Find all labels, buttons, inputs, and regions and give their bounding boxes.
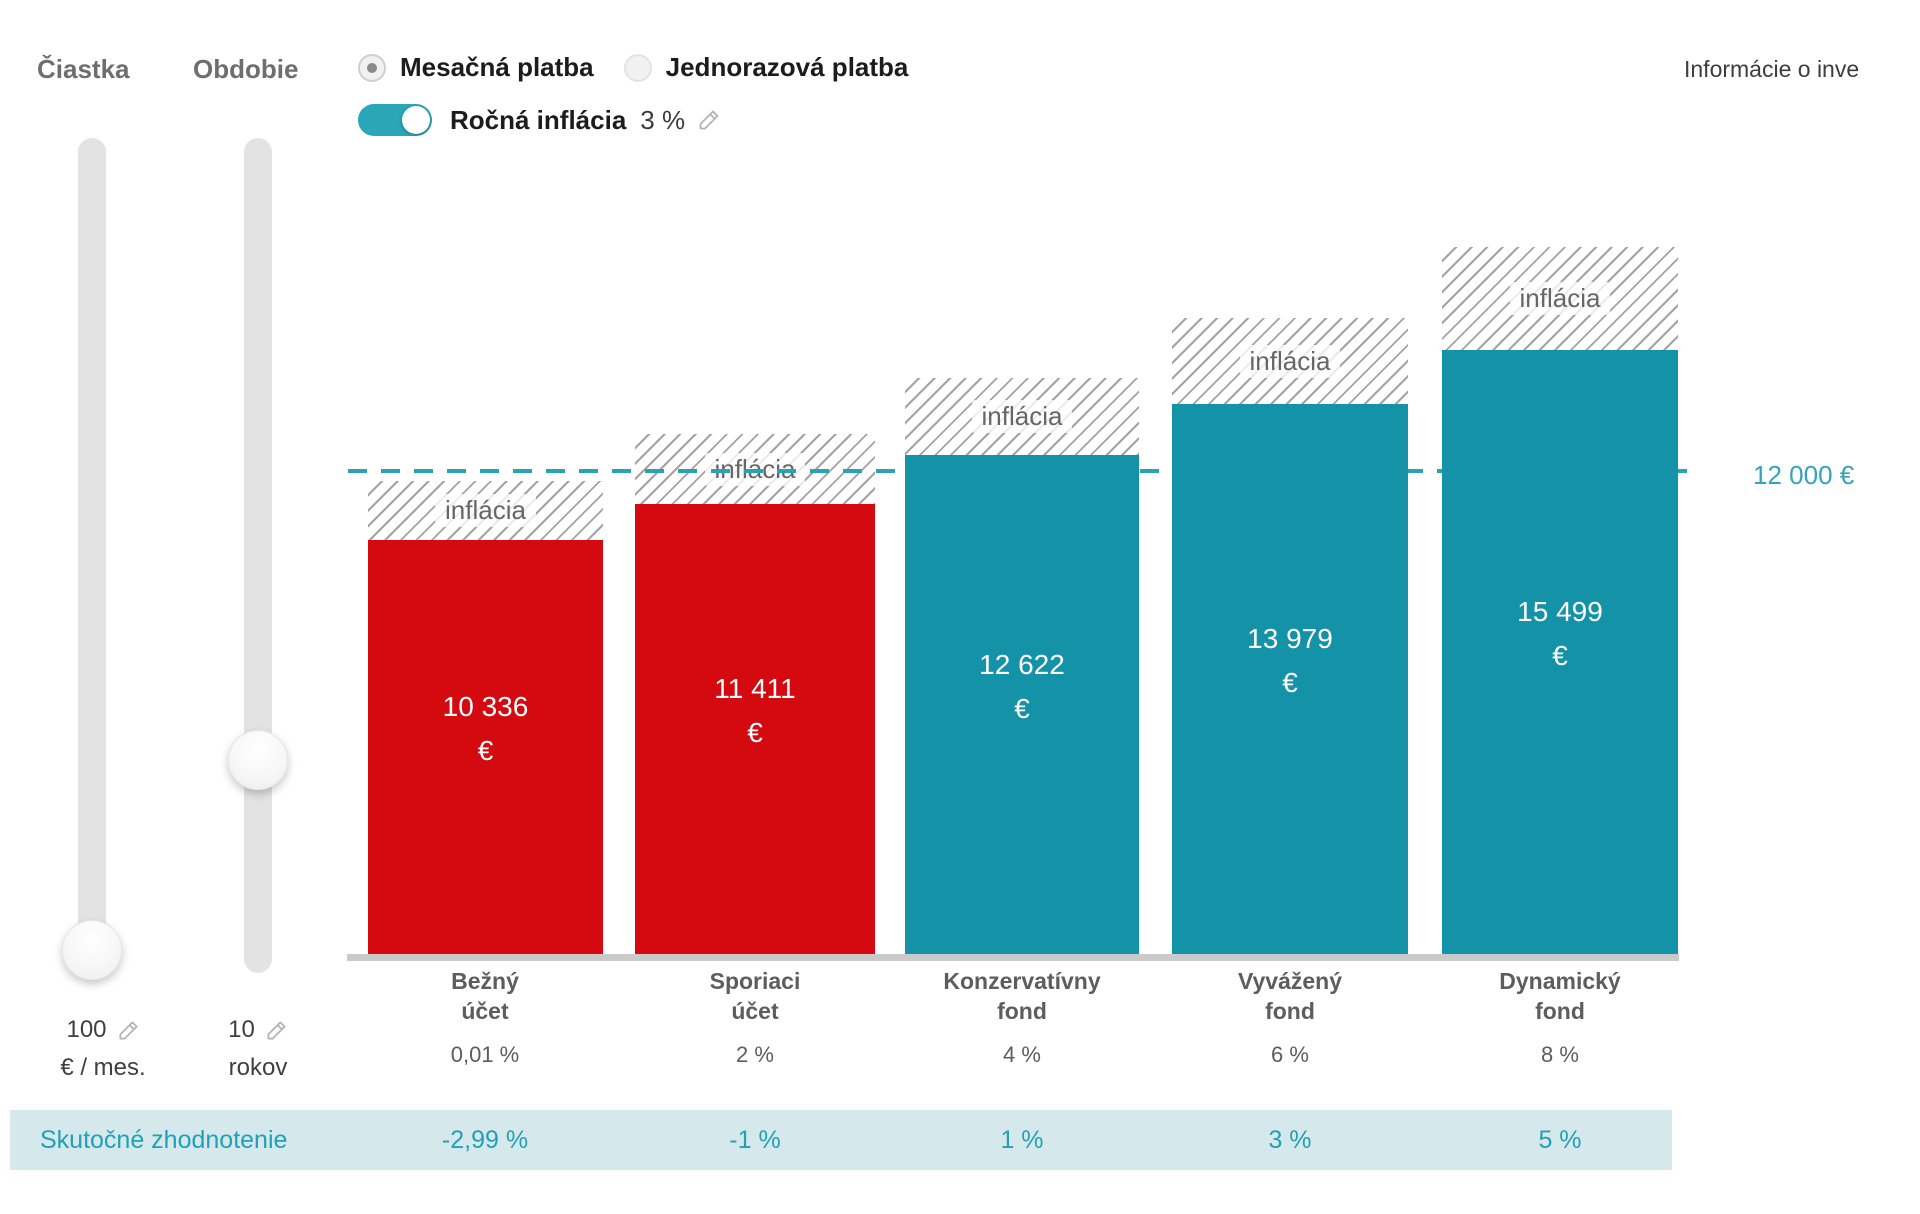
bar-bezny-ucet: 10 336 €	[368, 540, 603, 958]
period-value: 10	[228, 1016, 255, 1043]
inflation-segment-label: inflácia	[1509, 282, 1611, 315]
inflation-segment-label: inflácia	[435, 494, 536, 527]
category-label: Sporiaci účet 2 %	[615, 966, 895, 1068]
amount-value-block: 100 € / mes.	[18, 1016, 188, 1082]
amount-unit: € / mes.	[60, 1054, 146, 1081]
real-return-value: 3 %	[1268, 1126, 1312, 1154]
period-slider-track[interactable]	[244, 138, 272, 973]
category-rate: 6 %	[1271, 1042, 1309, 1067]
real-return-value: 1 %	[1000, 1126, 1044, 1154]
period-slider-handle[interactable]	[228, 730, 288, 790]
category-label: Vyvážený fond 6 %	[1150, 966, 1430, 1068]
inflation-toggle-row: Ročná inflácia 3 %	[358, 104, 721, 136]
category-rate: 0,01 %	[450, 1042, 520, 1067]
bar-currency: €	[477, 735, 494, 766]
bar-sporiaci-ucet: 11 411 €	[635, 504, 875, 958]
inflation-value: 3 %	[640, 104, 686, 135]
inflation-label: Ročná inflácia	[450, 104, 627, 135]
category-name: Konzervatívny fond	[943, 968, 1101, 1024]
real-return-label: Skutočné zhodnotenie	[40, 1126, 288, 1154]
amount-value: 100	[66, 1016, 107, 1043]
bar-vyvazeny-fond: 13 979 €	[1172, 404, 1408, 958]
one-time-payment-radio-label[interactable]: Jednorazová platba	[665, 52, 909, 82]
period-value-block: 10 rokov	[173, 1016, 343, 1082]
inflation-toggle[interactable]	[358, 104, 432, 136]
real-return-value: 5 %	[1538, 1126, 1582, 1154]
monthly-payment-radio-icon[interactable]	[358, 53, 386, 82]
category-rate: 8 %	[1541, 1042, 1579, 1067]
amount-edit-pencil-icon[interactable]	[117, 1019, 140, 1042]
category-name: Sporiaci účet	[709, 968, 801, 1024]
bar-inflation-segment: inflácia	[905, 378, 1139, 455]
bar-currency: €	[1014, 692, 1030, 724]
bar-currency: €	[1282, 667, 1298, 698]
bar-value: 11 411	[714, 673, 796, 704]
real-return-row: Skutočné zhodnotenie -2,99 % -1 % 1 % 3 …	[10, 1110, 1672, 1170]
period-edit-pencil-icon[interactable]	[265, 1019, 288, 1042]
bar-konzervativny-fond: 12 622 €	[905, 455, 1139, 958]
bar-dynamicky-fond: 15 499 €	[1442, 350, 1678, 958]
bar-currency: €	[1552, 640, 1568, 671]
category-label: Dynamický fond 8 %	[1420, 966, 1700, 1068]
category-label: Konzervatívny fond 4 %	[882, 966, 1162, 1068]
bar-inflation-segment: inflácia	[1442, 247, 1678, 350]
inflation-segment-label: inflácia	[1239, 344, 1341, 378]
category-name: Vyvážený fond	[1238, 968, 1342, 1024]
chart-baseline	[347, 954, 1679, 961]
category-name: Dynamický fond	[1499, 968, 1621, 1024]
inflation-segment-label: inflácia	[971, 400, 1073, 433]
payment-type-radio-group: Mesačná platba Jednorazová platba	[358, 52, 908, 83]
category-name: Bežný účet	[451, 968, 519, 1024]
amount-slider-handle[interactable]	[62, 920, 122, 980]
bar-inflation-segment: inflácia	[1172, 318, 1408, 404]
bar-inflation-segment: inflácia	[368, 481, 603, 540]
bar-currency: €	[747, 717, 763, 748]
period-unit: rokov	[228, 1054, 288, 1081]
investment-info-link[interactable]: Informácie o inve	[1684, 56, 1860, 82]
reference-line-label: 12 000 €	[1753, 460, 1855, 490]
bar-value: 15 499	[1517, 596, 1603, 627]
bar-value: 12 622	[979, 648, 1065, 680]
real-return-value: -1 %	[729, 1126, 781, 1154]
toggle-knob[interactable]	[402, 106, 430, 134]
monthly-payment-radio-label[interactable]: Mesačná platba	[400, 52, 594, 82]
category-rate: 4 %	[1003, 1042, 1041, 1067]
amount-slider-label: Čiastka	[37, 54, 130, 84]
inflation-edit-pencil-icon[interactable]	[697, 108, 721, 132]
category-label: Bežný účet 0,01 %	[345, 966, 625, 1068]
bar-value: 10 336	[442, 691, 529, 722]
one-time-payment-radio-icon[interactable]	[623, 53, 652, 82]
period-slider-label: Obdobie	[193, 54, 299, 84]
bar-value: 13 979	[1247, 623, 1333, 654]
real-return-value: -2,99 %	[441, 1126, 529, 1154]
category-rate: 2 %	[736, 1042, 774, 1067]
amount-slider-track[interactable]	[78, 138, 106, 973]
